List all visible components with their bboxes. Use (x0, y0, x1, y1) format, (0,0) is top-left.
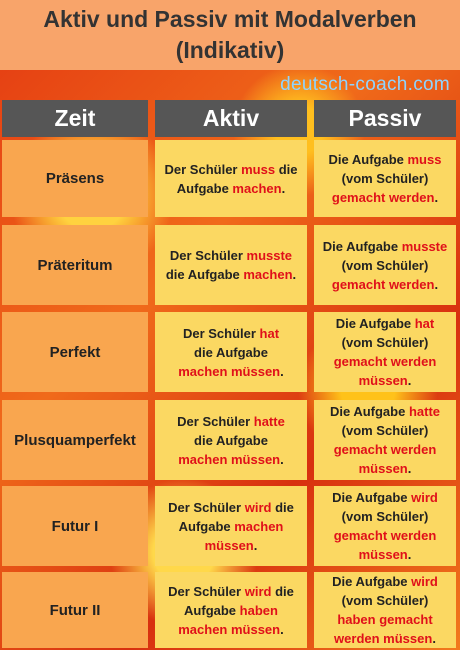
passiv-text: Die Aufgabe (329, 404, 409, 419)
agent-phrase: (vom Schüler) (341, 335, 429, 350)
zeit-cell: Präsens (2, 140, 148, 217)
period: . (280, 621, 284, 637)
modal-infinitive: müssen (358, 373, 408, 388)
aktiv-text: Aufgabe (176, 180, 233, 196)
aktiv-text: die Aufgabe (194, 344, 268, 360)
modal-verb: wird (244, 499, 272, 515)
period: . (253, 537, 258, 553)
watermark-text: deutsch-coach.com (280, 74, 450, 95)
passiv-cell: Die Aufgabe hat (vom Schüler) gemacht we… (314, 312, 456, 392)
column-header-zeit: Zeit (2, 100, 148, 137)
modal-verb: muss (407, 152, 442, 167)
passiv-cell: Die Aufgabe hatte (vom Schüler) gemacht … (314, 400, 456, 480)
page-title: Aktiv und Passiv mit Modalverben (43, 6, 417, 32)
aktiv-text: die (271, 583, 294, 599)
agent-phrase: (vom Schüler) (341, 509, 429, 524)
zeit-cell: Präteritum (2, 225, 148, 305)
infinitive: machen (234, 518, 284, 534)
infinitive: machen (243, 267, 293, 282)
infinitive: machen müssen (178, 451, 281, 467)
passiv-cell: Die Aufgabe muss (vom Schüler) gemacht w… (314, 140, 456, 217)
aktiv-cell: Der Schüler wird die Aufgabe haben mache… (155, 572, 307, 648)
zeit-cell: Perfekt (2, 312, 148, 392)
passiv-text: Die Aufgabe (335, 316, 415, 331)
period: . (432, 631, 436, 646)
agent-phrase: (vom Schüler) (341, 593, 429, 608)
modal-verb: musste (401, 238, 448, 254)
passiv-cell: Die Aufgabe wird (vom Schüler) haben gem… (314, 572, 456, 648)
passive-infinitive: haben gemacht (337, 612, 433, 627)
aktiv-text: die (271, 499, 294, 515)
aktiv-text: die (275, 161, 298, 177)
period: . (407, 461, 412, 476)
column-header-aktiv: Aktiv (155, 100, 307, 137)
aktiv-cell: Der Schüler hatte die Aufgabe machen müs… (155, 400, 307, 480)
passiv-text: Die Aufgabe (328, 152, 408, 167)
aktiv-text: die Aufgabe (194, 432, 268, 448)
period: . (434, 190, 439, 205)
aktiv-text: die Aufgabe (165, 267, 244, 282)
aktiv-text: Der Schüler (168, 499, 245, 515)
zeit-cell: Plusquamperfekt (2, 400, 148, 480)
passive-infinitive: gemacht werden (331, 190, 435, 205)
aktiv-text: Der Schüler (164, 161, 242, 177)
modal-verb: wird (411, 574, 438, 589)
modal-infinitive: müssen (204, 537, 254, 553)
modal-verb: wird (244, 583, 272, 599)
agent-phrase: (vom Schüler) (341, 171, 429, 186)
modal-infinitive: müssen (358, 461, 408, 476)
period: . (407, 547, 412, 562)
infinitive: machen (232, 180, 282, 196)
passiv-text: Die Aufgabe (332, 574, 412, 589)
passiv-text: Die Aufgabe (332, 490, 412, 505)
passiv-cell: Die Aufgabe musste (vom Schüler) gemacht… (314, 225, 456, 305)
aktiv-cell: Der Schüler hat die Aufgabe machen müsse… (155, 312, 307, 392)
passive-infinitive: gemacht werden (333, 442, 437, 457)
modal-verb: hat (414, 316, 435, 331)
period: . (434, 276, 439, 292)
passive-infinitive: gemacht werden (333, 528, 437, 543)
modal-infinitive: müssen (358, 547, 408, 562)
aktiv-text: Aufgabe (184, 602, 240, 618)
infinitive: machen müssen (178, 621, 281, 637)
modal-verb: hatte (253, 413, 285, 429)
modal-verb: wird (411, 490, 438, 505)
aktiv-text: Der Schüler (168, 583, 245, 599)
auxiliary: haben (239, 602, 278, 618)
passiv-text: Die Aufgabe (322, 238, 402, 254)
zeit-cell: Futur I (2, 486, 148, 566)
period: . (280, 363, 284, 379)
aktiv-cell: Der Schüler muss die Aufgabe machen. (155, 140, 307, 217)
page-subtitle: (Indikativ) (175, 37, 285, 63)
passive-infinitive: gemacht werden (333, 354, 437, 369)
passive-infinitive: gemacht werden (331, 276, 435, 292)
period: . (407, 373, 412, 388)
modal-verb: hatte (408, 404, 441, 419)
column-header-passiv: Passiv (314, 100, 456, 137)
modal-verb: muss (241, 161, 276, 177)
modal-verb: musste (246, 248, 293, 263)
modal-infinitive: werden müssen (334, 631, 433, 646)
passiv-cell: Die Aufgabe wird (vom Schüler) gemacht w… (314, 486, 456, 566)
agent-phrase: (vom Schüler) (341, 423, 429, 438)
aktiv-text: Aufgabe (178, 518, 235, 534)
period: . (292, 267, 297, 282)
modal-verb: hat (259, 325, 280, 341)
title-banner: Aktiv und Passiv mit Modalverben (Indika… (0, 0, 460, 70)
infinitive: machen müssen (178, 363, 281, 379)
aktiv-cell: Der Schüler wird die Aufgabe machen müss… (155, 486, 307, 566)
agent-phrase: (vom Schüler) (341, 257, 429, 273)
period: . (280, 451, 284, 467)
aktiv-text: Der Schüler (182, 325, 260, 341)
aktiv-text: Der Schüler (169, 248, 247, 263)
aktiv-text: Der Schüler (177, 413, 254, 429)
zeit-cell: Futur II (2, 572, 148, 648)
aktiv-cell: Der Schüler musste die Aufgabe machen. (155, 225, 307, 305)
period: . (281, 180, 286, 196)
